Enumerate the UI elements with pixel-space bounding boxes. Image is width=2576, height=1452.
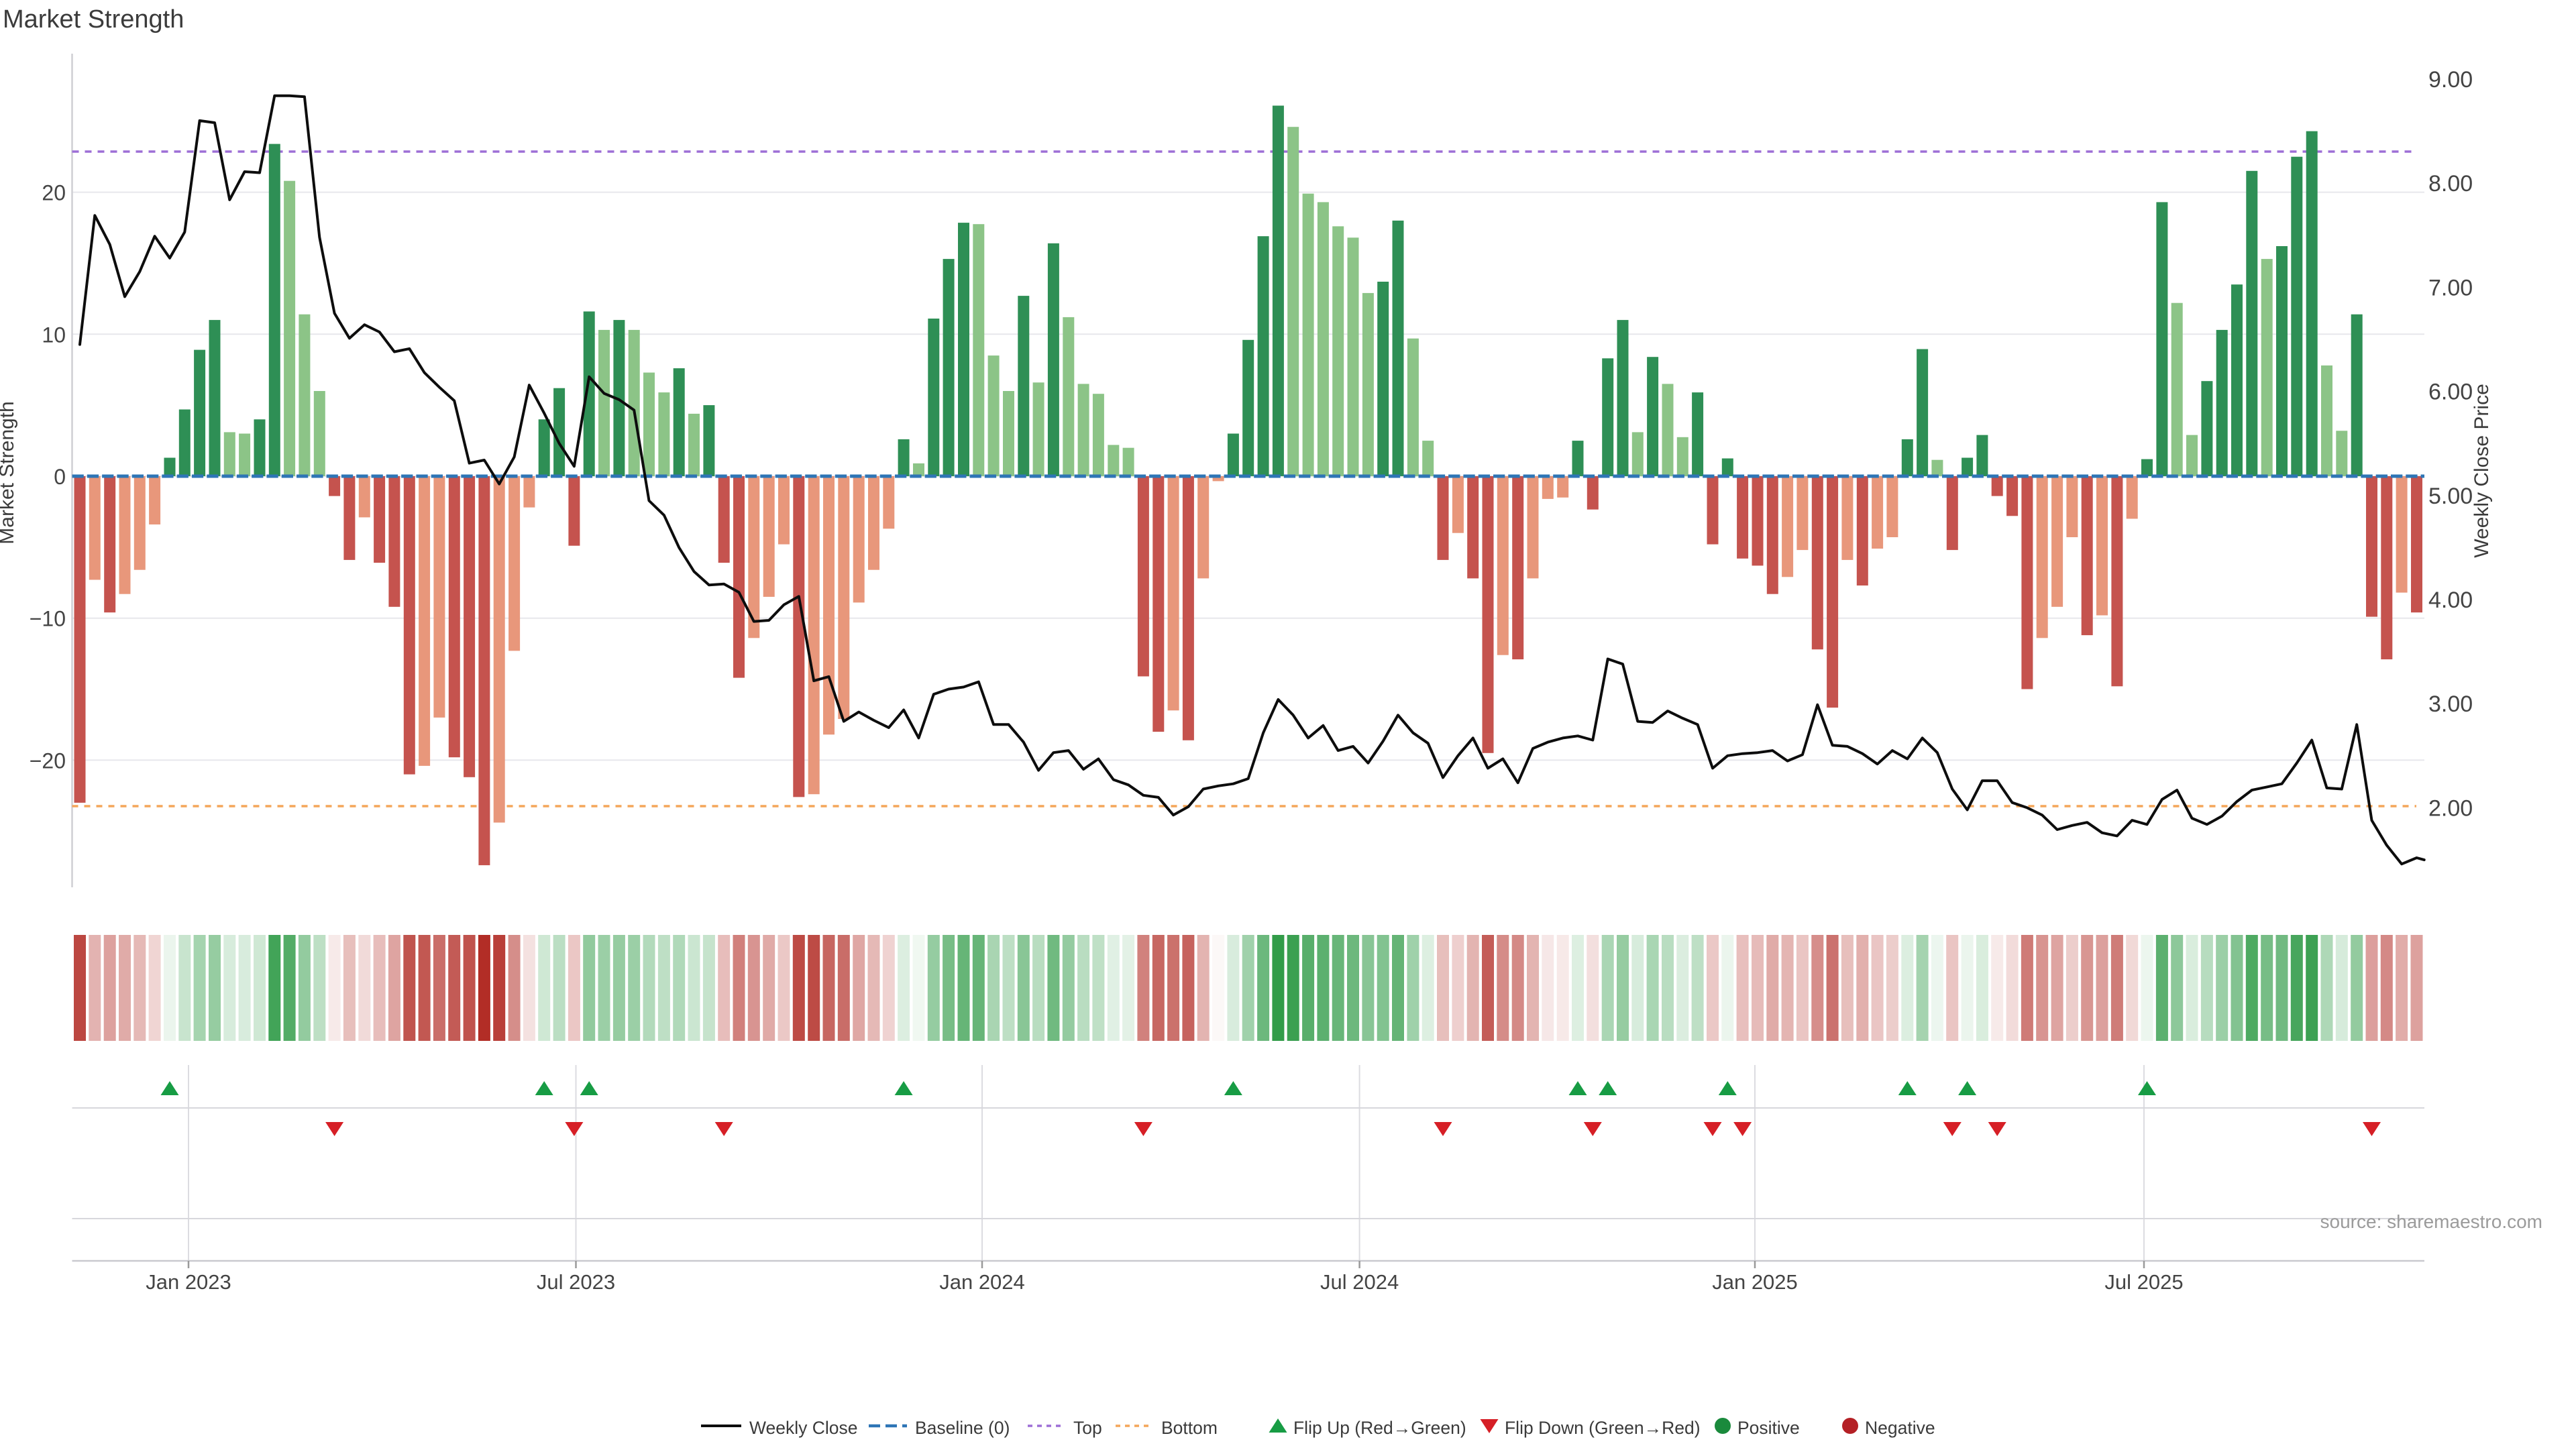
svg-text:Top: Top — [1073, 1418, 1102, 1438]
svg-text:0: 0 — [54, 465, 66, 489]
svg-text:10: 10 — [42, 323, 66, 347]
svg-text:Jul 2024: Jul 2024 — [1320, 1270, 1399, 1294]
svg-text:Baseline (0): Baseline (0) — [915, 1418, 1010, 1438]
svg-text:Jan 2023: Jan 2023 — [146, 1270, 231, 1294]
svg-text:Jan 2024: Jan 2024 — [939, 1270, 1025, 1294]
svg-text:source: sharemaestro.com: source: sharemaestro.com — [2320, 1211, 2542, 1232]
svg-text:2.00: 2.00 — [2428, 795, 2473, 821]
svg-text:20: 20 — [42, 181, 66, 205]
svg-text:Flip Down (Green→Red): Flip Down (Green→Red) — [1505, 1418, 1701, 1438]
svg-text:9.00: 9.00 — [2428, 67, 2473, 93]
svg-text:Market Strength: Market Strength — [3, 5, 184, 34]
svg-text:5.00: 5.00 — [2428, 484, 2473, 509]
svg-text:7.00: 7.00 — [2428, 275, 2473, 300]
svg-text:Weekly Close: Weekly Close — [749, 1418, 858, 1438]
svg-text:Positive: Positive — [1737, 1418, 1800, 1438]
svg-text:Negative: Negative — [1865, 1418, 1935, 1438]
svg-text:6.00: 6.00 — [2428, 380, 2473, 405]
svg-text:Jul 2023: Jul 2023 — [537, 1270, 615, 1294]
svg-text:−10: −10 — [30, 607, 66, 631]
svg-text:3.00: 3.00 — [2428, 691, 2473, 717]
svg-text:4.00: 4.00 — [2428, 588, 2473, 613]
svg-text:8.00: 8.00 — [2428, 171, 2473, 197]
svg-text:Weekly Close Price: Weekly Close Price — [2471, 384, 2493, 558]
svg-text:Jan 2025: Jan 2025 — [1712, 1270, 1798, 1294]
svg-text:Jul 2025: Jul 2025 — [2104, 1270, 2183, 1294]
svg-text:−20: −20 — [30, 748, 66, 773]
svg-text:Market Strength: Market Strength — [0, 401, 18, 544]
svg-text:Bottom: Bottom — [1161, 1418, 1218, 1438]
svg-text:Flip Up (Red→Green): Flip Up (Red→Green) — [1293, 1418, 1466, 1438]
